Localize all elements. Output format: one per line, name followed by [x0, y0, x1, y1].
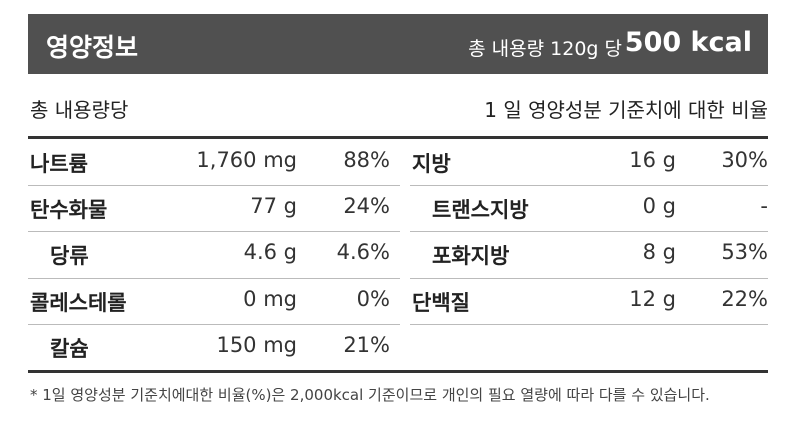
daily-percent: 21% — [343, 332, 390, 357]
nutrient-name: 콜레스테롤 — [30, 290, 127, 315]
nutrient-amount: 150 mg — [216, 332, 297, 357]
nutrient-amount: 4.6 g — [243, 240, 297, 265]
calories: 500 kcal — [624, 27, 752, 58]
nutrient-name: 포화지방 — [432, 244, 510, 269]
row-divider — [28, 231, 400, 232]
daily-percent: - — [760, 194, 768, 219]
row-divider — [410, 185, 768, 186]
row-divider — [410, 278, 768, 279]
header-bar: 영양정보 총 내용량 120g 당 500 kcal — [28, 14, 768, 74]
subheader-left: 총 내용량당 — [30, 98, 129, 122]
daily-percent: 53% — [721, 240, 768, 265]
nutrient-name: 지방 — [412, 152, 451, 176]
serving-size: 총 내용량 120g 당 — [468, 38, 622, 60]
nutrient-name: 칼슘 — [50, 336, 89, 361]
nutrient-amount: 12 g — [629, 286, 676, 311]
subheader-right: 1 일 영양성분 기준치에 대한 비율 — [484, 98, 768, 122]
footnote: * 1일 영양성분 기준치에대한 비율(%)은 2,000kcal 기준이므로 … — [30, 386, 710, 404]
nutrient-amount: 1,760 mg — [196, 148, 297, 172]
row-divider — [410, 324, 768, 325]
nutrient-amount: 0 g — [642, 194, 676, 219]
nutrient-amount: 8 g — [642, 240, 676, 265]
nutrient-name: 단백질 — [412, 290, 470, 315]
daily-percent: 24% — [343, 194, 390, 219]
daily-percent: 0% — [356, 286, 390, 311]
daily-percent: 4.6% — [336, 240, 390, 265]
nutrient-name: 트랜스지방 — [432, 198, 529, 223]
row-divider — [28, 185, 400, 186]
bottom-rule — [28, 370, 768, 373]
nutrient-name: 나트륨 — [30, 152, 88, 176]
daily-percent: 88% — [343, 148, 390, 172]
nutrient-name: 당류 — [50, 244, 89, 269]
row-divider — [28, 278, 400, 279]
row-divider — [28, 324, 400, 325]
row-divider — [410, 231, 768, 232]
daily-percent: 22% — [721, 286, 768, 311]
nutrient-name: 탄수화물 — [30, 198, 108, 223]
daily-percent: 30% — [721, 148, 768, 172]
nutrient-amount: 77 g — [250, 194, 297, 219]
top-rule — [28, 136, 768, 139]
nutrient-amount: 0 mg — [243, 286, 297, 311]
header-title: 영양정보 — [46, 33, 139, 62]
nutrient-amount: 16 g — [629, 148, 676, 172]
